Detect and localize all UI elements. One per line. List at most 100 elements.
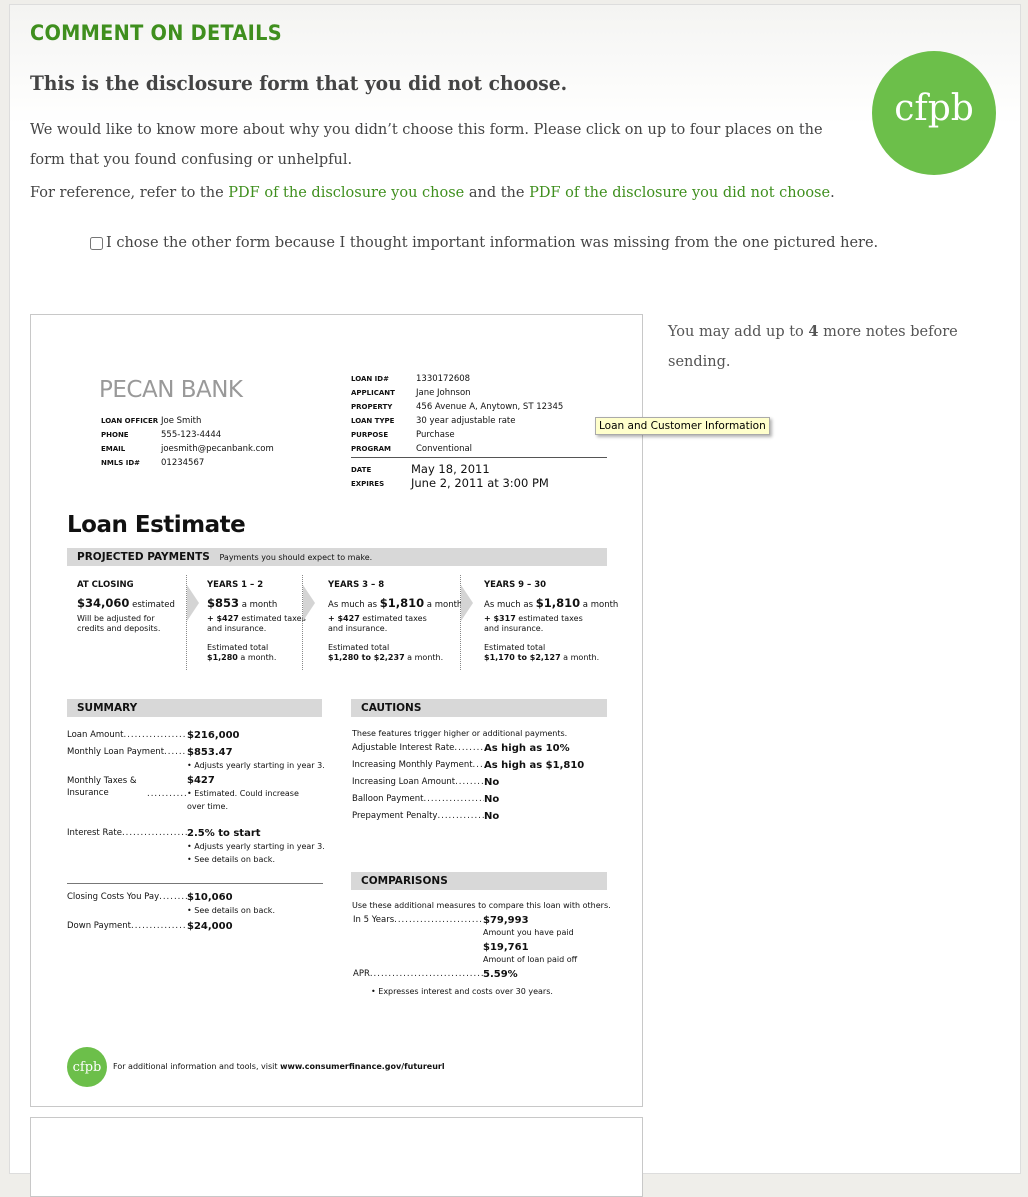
in5-row: In 5 Years..............................… (353, 915, 529, 926)
total-suffix: a month. (237, 653, 277, 662)
summary-value: $216,000 (187, 730, 240, 741)
total-label: Estimated total (328, 643, 390, 652)
comparisons-header: COMPARISONS (351, 872, 607, 890)
amount-suffix: a month (424, 600, 463, 610)
officer-field-value: Joe Smith (161, 416, 202, 426)
loan-field-value: Purchase (416, 430, 455, 440)
officer-field-label: PHONE (101, 431, 129, 439)
projected-taxes: + $427 estimated taxes and insurance. (328, 614, 443, 634)
summary-label-text: Monthly Taxes & Insurance (67, 776, 137, 798)
projected-amount: As much as $1,810 a month (328, 596, 462, 610)
taxes-amount: + $427 (207, 614, 239, 623)
projected-total: Estimated total $1,170 to $2,127 a month. (484, 643, 599, 663)
ref-suffix: . (830, 185, 835, 201)
taxes-amount: + $317 (484, 614, 516, 623)
total-amount: $1,280 (207, 653, 238, 662)
caution-value: As high as $1,810 (484, 760, 585, 771)
projected-taxes: + $427 estimated taxes and insurance. (207, 614, 322, 634)
pdf-not-chosen-link[interactable]: PDF of the disclosure you did not choose (529, 185, 831, 201)
caution-row: Increasing Loan Amount..................… (352, 777, 499, 788)
officer-field-label: LOAN OFFICER (101, 417, 159, 425)
total-amount: $1,170 to $2,127 (484, 653, 561, 662)
amount-suffix: estimated (129, 600, 175, 610)
summary-label: Interest Rate...........................… (67, 828, 187, 838)
disclosure-form-page-2[interactable] (30, 1117, 643, 1197)
summary-note: over time. (187, 802, 228, 811)
summary-label: Closing Costs You Pay...................… (67, 892, 187, 902)
apr-row: APR................................ 5.59% (353, 969, 518, 980)
officer-field-label: NMLS ID# (101, 459, 141, 467)
caution-row: Balloon Payment.........................… (352, 794, 499, 805)
caution-value: No (484, 794, 500, 805)
caution-label-text: Increasing Monthly Payment (352, 760, 473, 770)
apr-value: 5.59% (483, 969, 518, 980)
loan-field-label: APPLICANT (351, 389, 395, 397)
summary-row: Monthly Loan Payment....................… (67, 747, 233, 758)
paidoff-row: $19,761 (483, 942, 529, 953)
notes-suffix: more notes before sending. (668, 324, 958, 370)
loan-field-label: PROGRAM (351, 445, 391, 453)
missing-info-checkbox-row[interactable]: I chose the other form because I thought… (90, 235, 878, 251)
amount-suffix: a month (580, 600, 619, 610)
caution-row: Increasing Monthly Payment..............… (352, 760, 584, 771)
summary-value: $10,060 (187, 892, 233, 903)
column-divider (186, 575, 187, 670)
caution-value: No (484, 777, 500, 788)
pdf-chosen-link[interactable]: PDF of the disclosure you chose (228, 185, 465, 201)
notes-remaining: You may add up to 4 more notes before se… (668, 317, 968, 377)
total-label: Estimated total (207, 643, 269, 652)
chevron-right-icon (303, 585, 315, 621)
disclosure-form[interactable]: PECAN BANK Loan Estimate PROJECTED PAYME… (30, 314, 643, 1107)
caution-value: As high as 10% (484, 743, 570, 754)
summary-note: • See details on back. (187, 906, 275, 915)
notes-count: 4 (808, 323, 819, 340)
total-label: Estimated total (484, 643, 546, 652)
tooltip: Loan and Customer Information (595, 417, 770, 435)
officer-field-value: joesmith@pecanbank.com (161, 444, 274, 454)
projected-total: Estimated total $1,280 a month. (207, 643, 276, 663)
apr-note: • Expresses interest and costs over 30 y… (371, 987, 553, 996)
caution-label: Adjustable Interest Rate................… (352, 743, 484, 753)
cfpb-footer-logo: cfpb (67, 1047, 107, 1087)
summary-value: $853.47 (187, 747, 233, 758)
summary-note: • Adjusts yearly starting in year 3. (187, 842, 325, 851)
cautions-intro: These features trigger higher or additio… (352, 729, 568, 738)
notes-prefix: You may add up to (668, 324, 809, 340)
summary-label-text: Loan Amount (67, 730, 124, 740)
divider (67, 883, 323, 884)
amount-suffix: a month (239, 600, 278, 610)
caution-label: Prepayment Penalty......................… (352, 811, 484, 821)
loan-field-value: 1330172608 (416, 374, 471, 384)
summary-note: • See details on back. (187, 855, 275, 864)
paidoff-label: Amount of loan paid off (483, 955, 578, 964)
section-subtitle: Payments you should expect to make. (219, 553, 373, 562)
summary-label: Down Payment............................… (67, 921, 187, 931)
projected-amount: As much as $1,810 a month (484, 596, 618, 610)
loan-field-value: 30 year adjustable rate (416, 416, 516, 426)
page-subtitle: This is the disclosure form that you did… (30, 71, 568, 95)
amount-value: $34,060 (77, 596, 130, 610)
date-field-label: DATE (351, 466, 372, 474)
ref-prefix: For reference, refer to the (30, 185, 229, 201)
projected-col-heading: YEARS 3 – 8 (328, 580, 385, 590)
taxes-text: Will be adjusted for credits and deposit… (77, 614, 161, 633)
in5-label: In 5 Years..............................… (353, 915, 483, 925)
page: COMMENT ON DETAILS This is the disclosur… (9, 4, 1021, 1197)
section-title: PROJECTED PAYMENTS (77, 551, 210, 563)
missing-info-checkbox[interactable] (90, 236, 103, 250)
loan-field-label: LOAN TYPE (351, 417, 395, 425)
amount-value: $853 (207, 596, 240, 610)
taxes-text: estimated taxes and insurance. (207, 614, 306, 633)
footer-text: For additional information and tools, vi… (113, 1062, 445, 1071)
form-title: Loan Estimate (67, 512, 246, 538)
loan-field-value: 456 Avenue A, Anytown, ST 12345 (416, 402, 564, 412)
officer-field-value: 01234567 (161, 458, 205, 468)
page-title: COMMENT ON DETAILS (30, 21, 282, 45)
caution-label-text: Prepayment Penalty (352, 811, 438, 821)
summary-label-text: Monthly Loan Payment (67, 747, 165, 757)
caution-label: Increasing Monthly Payment..............… (352, 760, 484, 770)
loan-field-value: Jane Johnson (416, 388, 471, 398)
caution-row: Adjustable Interest Rate................… (352, 743, 570, 754)
date-field-label: EXPIRES (351, 480, 385, 488)
cfpb-logo: cfpb (872, 51, 996, 175)
